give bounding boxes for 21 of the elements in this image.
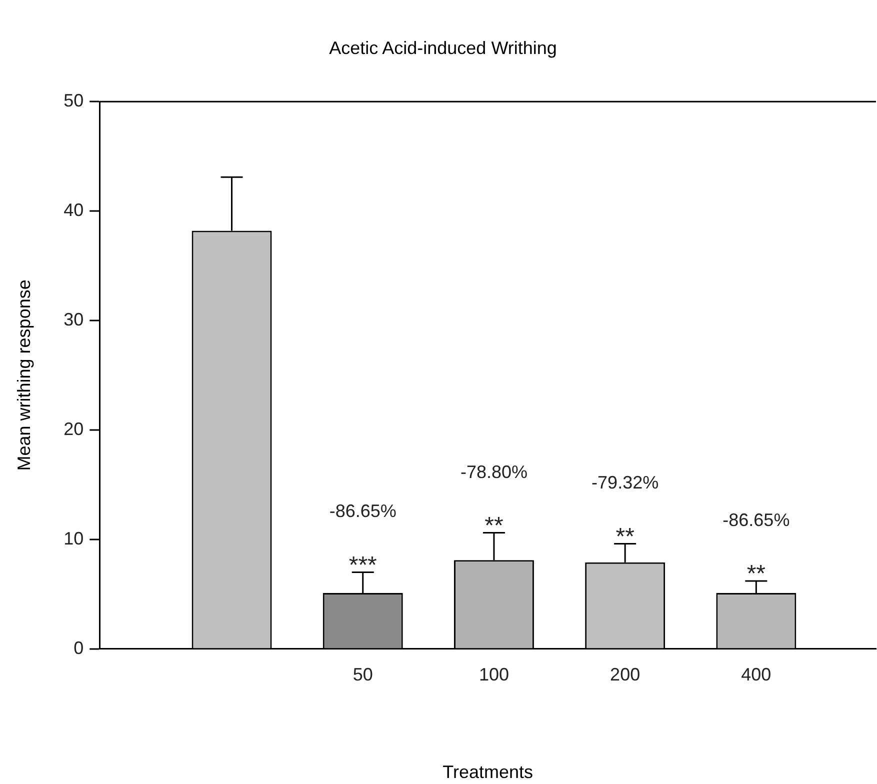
annotation: ** <box>484 512 504 540</box>
y-tick-label: 50 <box>64 90 84 111</box>
annotation: -86.65% <box>329 501 396 522</box>
y-tick-label: 10 <box>64 528 84 548</box>
y-tick-label: 20 <box>64 418 84 439</box>
y-tick-label: 40 <box>64 200 84 220</box>
x-tick-label: 400 <box>741 664 772 685</box>
x-tick-label: 100 <box>478 664 509 685</box>
annotation: -78.80% <box>460 462 528 482</box>
annotation: ** <box>616 523 634 550</box>
annotation: *** <box>348 552 377 579</box>
x-tick-label: 200 <box>610 664 640 685</box>
x-axis-title: Treatments <box>442 762 533 782</box>
y-tick-label: 30 <box>64 309 84 330</box>
annotation: ** <box>746 560 766 588</box>
annotation: -79.32% <box>592 472 659 493</box>
y-tick-label: 0 <box>74 638 84 658</box>
annotation: -86.65% <box>722 510 790 530</box>
chart-title: Acetic Acid-induced Writhing <box>329 38 557 58</box>
x-tick-label: 50 <box>352 664 373 685</box>
y-axis-title: Mean writhing response <box>14 280 34 471</box>
